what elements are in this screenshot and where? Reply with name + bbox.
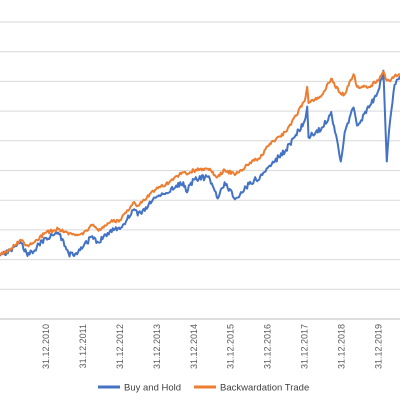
series-layer xyxy=(0,69,400,258)
x-tick-label: 31.12.2011 xyxy=(78,324,88,368)
series-line-buy-and-hold xyxy=(0,69,400,258)
legend: Buy and Hold Backwardation Trade xyxy=(98,383,309,394)
x-tick-label: 31.12.2015 xyxy=(226,324,236,369)
x-tick-label: 31.12.2016 xyxy=(263,324,273,369)
x-tick-label: 31.12.2012 xyxy=(115,324,125,369)
x-tick-label: 31.12.2017 xyxy=(300,324,310,369)
legend-label-buy-and-hold: Buy and Hold xyxy=(124,383,181,394)
x-tick-label: 31.12.2014 xyxy=(189,324,199,369)
gridlines xyxy=(0,21,400,290)
legend-item-buy-and-hold: Buy and Hold xyxy=(98,383,181,394)
x-tick-label: 31.12.2019 xyxy=(373,324,383,369)
legend-label-backwardation-trade: Backwardation Trade xyxy=(220,383,309,394)
x-tick-labels: 31.12.2010 31.12.2011 31.12.2012 31.12.2013… xyxy=(41,324,383,369)
x-tick-label: 31.12.2013 xyxy=(152,324,162,369)
legend-item-backwardation-trade: Backwardation Trade xyxy=(194,383,309,394)
x-tick-label: 31.12.2018 xyxy=(337,324,347,369)
series-line-backwardation-trade xyxy=(0,70,400,256)
x-tick-label: 31.12.2010 xyxy=(41,324,51,369)
